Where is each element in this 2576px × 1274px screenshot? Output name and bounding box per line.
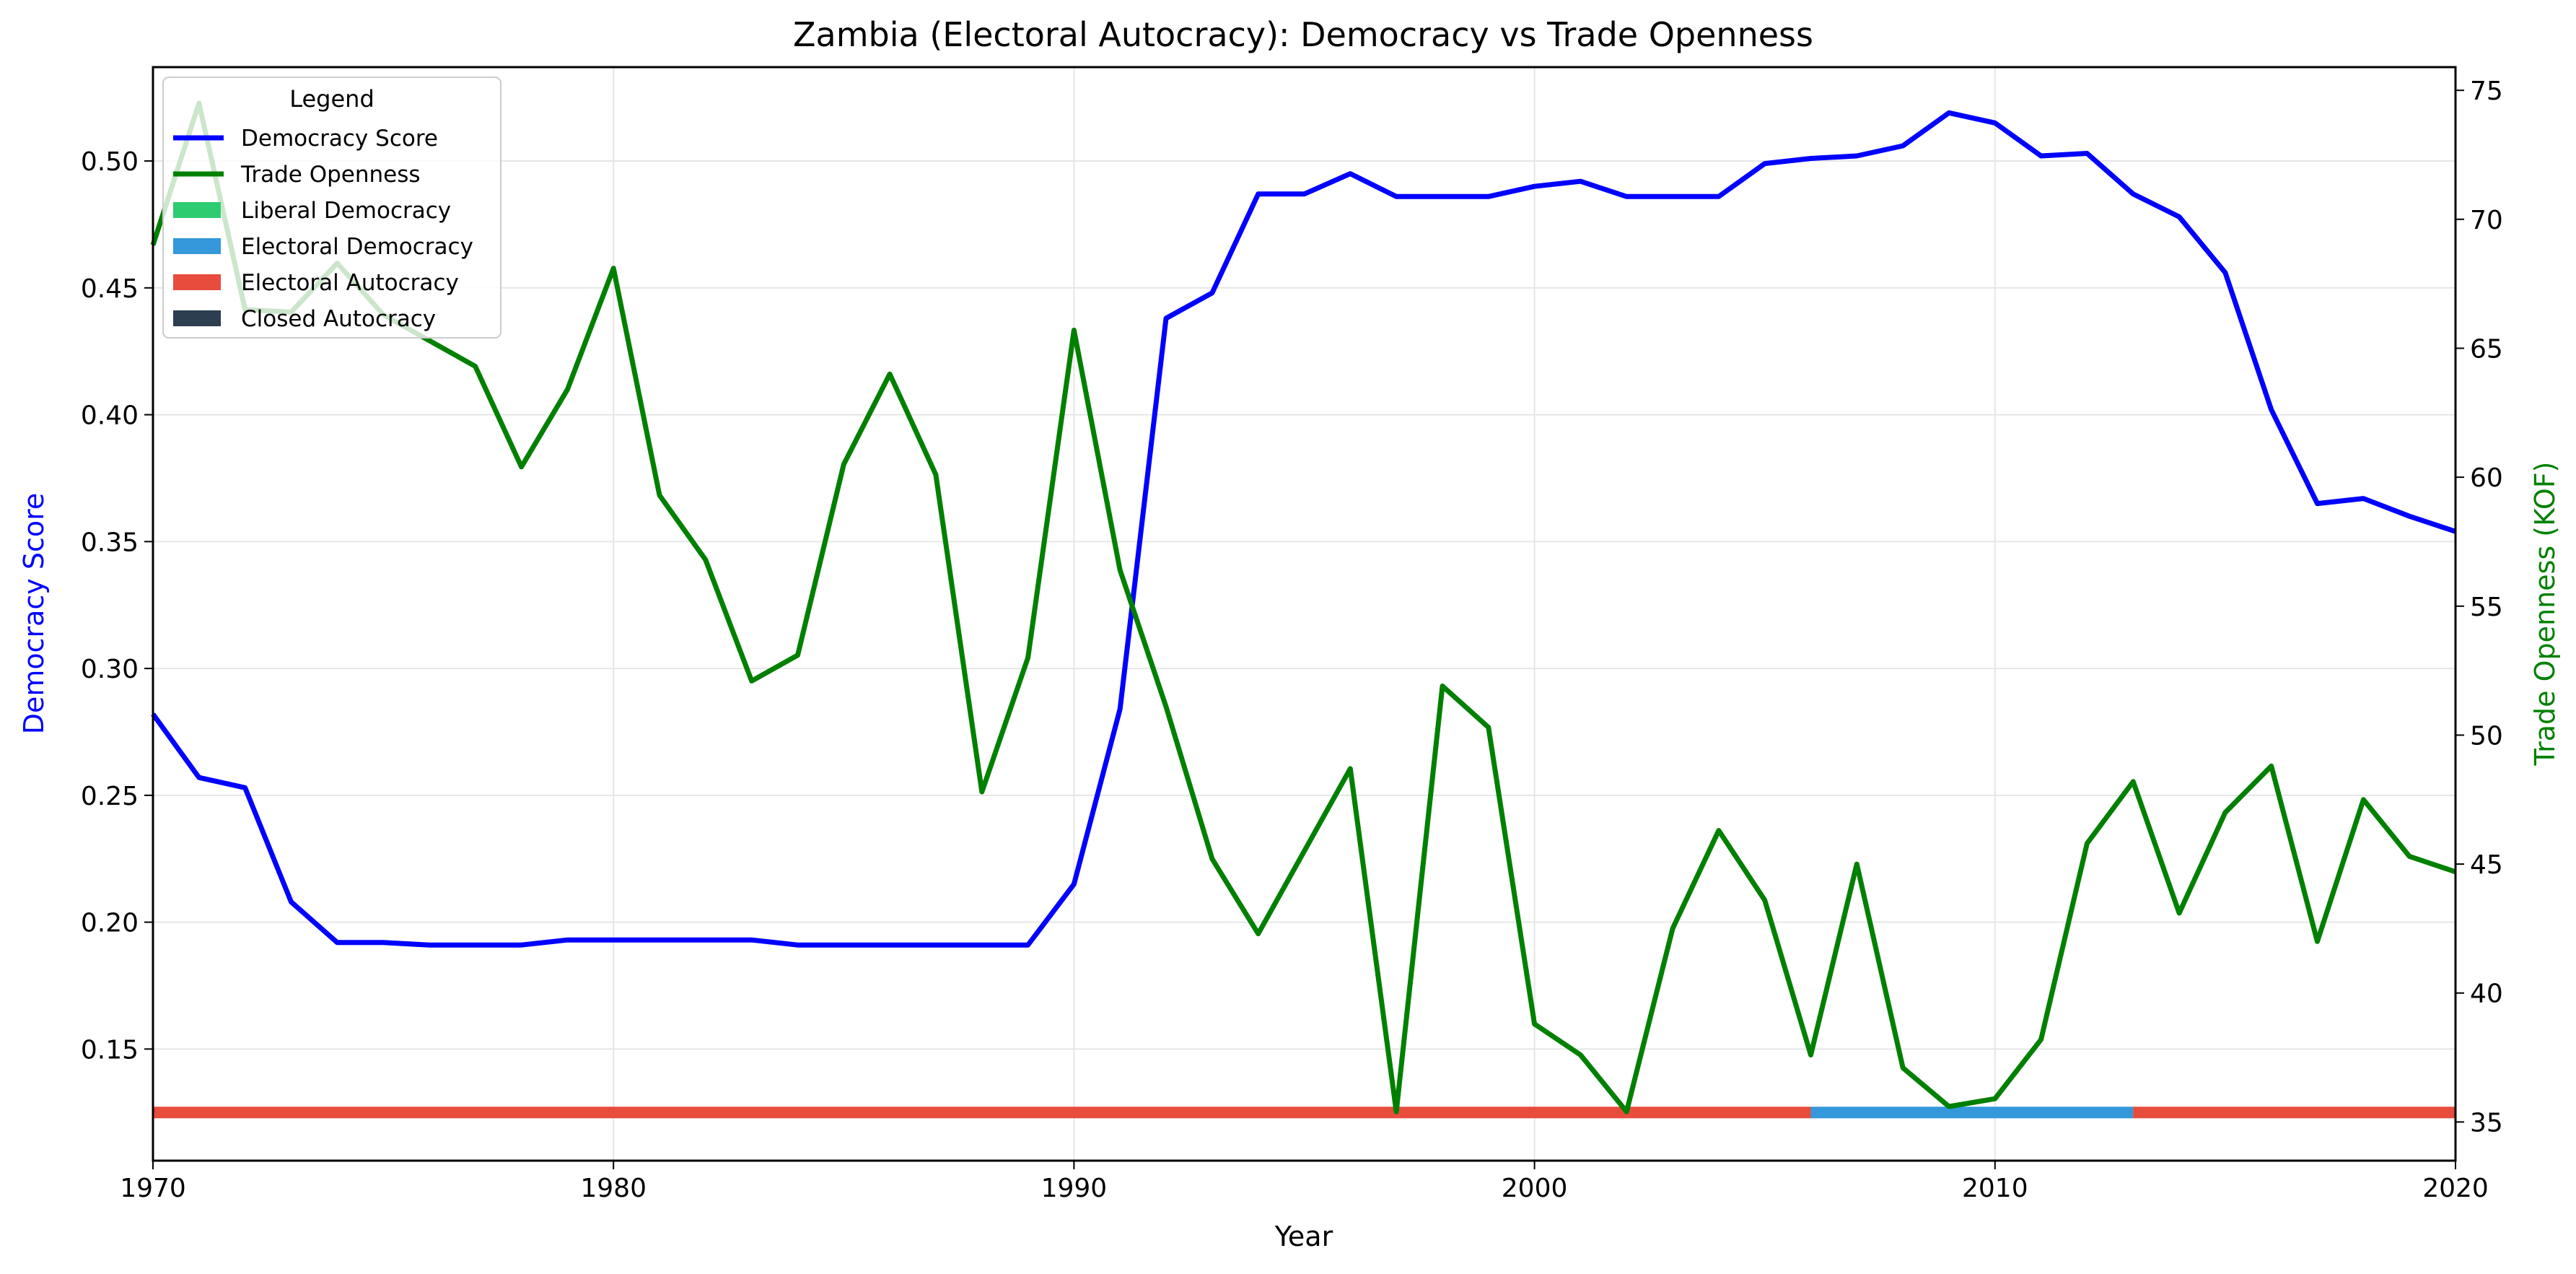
x-axis-ticks: 1970 1980 1990 2000 2010 2020 bbox=[120, 1161, 2489, 1203]
x-tick-label: 1980 bbox=[580, 1174, 647, 1203]
chart-title: Zambia (Electoral Autocracy): Democracy … bbox=[793, 15, 1813, 54]
y-right-tick-label: 70 bbox=[2470, 206, 2503, 235]
y-tick-label: 0.45 bbox=[81, 274, 139, 304]
legend-entry-label: Democracy Score bbox=[241, 126, 438, 152]
plot-frame bbox=[152, 66, 2457, 1162]
legend-patch-swatch bbox=[173, 274, 221, 290]
y-right-tick-label: 35 bbox=[2470, 1108, 2503, 1138]
y-right-tick-label: 50 bbox=[2470, 721, 2503, 751]
x-axis-label: Year bbox=[1274, 1221, 1333, 1252]
democracy-score-line bbox=[151, 110, 2457, 948]
y-right-tick-label: 75 bbox=[2470, 77, 2503, 106]
grid-lines bbox=[152, 67, 2456, 1161]
y-right-tick-label: 60 bbox=[2470, 463, 2503, 493]
legend-entry-label: Electoral Democracy bbox=[241, 234, 473, 260]
trade-openness-line bbox=[150, 100, 2457, 1114]
legend: Legend Democracy Score Trade Openness Libe… bbox=[162, 77, 501, 339]
y-right-tick-label: 65 bbox=[2470, 334, 2503, 364]
y-right-tick-label: 55 bbox=[2470, 593, 2503, 622]
legend-entry-label: Liberal Democracy bbox=[241, 198, 451, 224]
legend-title: Legend bbox=[289, 85, 374, 113]
x-tick-label: 2000 bbox=[1502, 1174, 1568, 1203]
y-axis-left-ticks: 0.15 0.20 0.25 0.30 0.35 0.40 0.45 0.50 bbox=[81, 147, 153, 1065]
legend-patch-swatch bbox=[173, 202, 221, 218]
y-tick-label: 0.30 bbox=[81, 655, 139, 684]
x-tick-label: 1990 bbox=[1041, 1174, 1108, 1203]
y-tick-label: 0.20 bbox=[81, 909, 139, 938]
y-axis-right-label: Trade Openness (KOF) bbox=[2529, 461, 2561, 766]
x-tick-label: 1970 bbox=[120, 1174, 186, 1203]
x-tick-label: 2010 bbox=[1962, 1174, 2028, 1203]
y-tick-label: 0.40 bbox=[81, 401, 139, 431]
legend-entry-label: Closed Autocracy bbox=[241, 306, 436, 332]
y-tick-label: 0.25 bbox=[81, 782, 139, 811]
legend-patch-swatch bbox=[173, 310, 221, 326]
y-tick-label: 0.50 bbox=[81, 147, 139, 177]
y-tick-label: 0.15 bbox=[81, 1035, 139, 1065]
x-tick-label: 2020 bbox=[2422, 1174, 2489, 1203]
y-right-tick-label: 45 bbox=[2470, 850, 2503, 880]
legend-patch-swatch bbox=[173, 238, 221, 254]
y-right-tick-label: 40 bbox=[2470, 980, 2503, 1009]
legend-box bbox=[162, 77, 501, 339]
y-axis-right-ticks: 35 40 45 50 55 60 65 70 75 bbox=[2455, 77, 2503, 1138]
legend-entry-label: Electoral Autocracy bbox=[241, 270, 459, 296]
legend-entry-label: Trade Openness bbox=[240, 162, 421, 188]
y-tick-label: 0.35 bbox=[81, 528, 139, 557]
y-axis-left-label: Democracy Score bbox=[18, 493, 50, 735]
series-lines bbox=[150, 100, 2457, 1114]
